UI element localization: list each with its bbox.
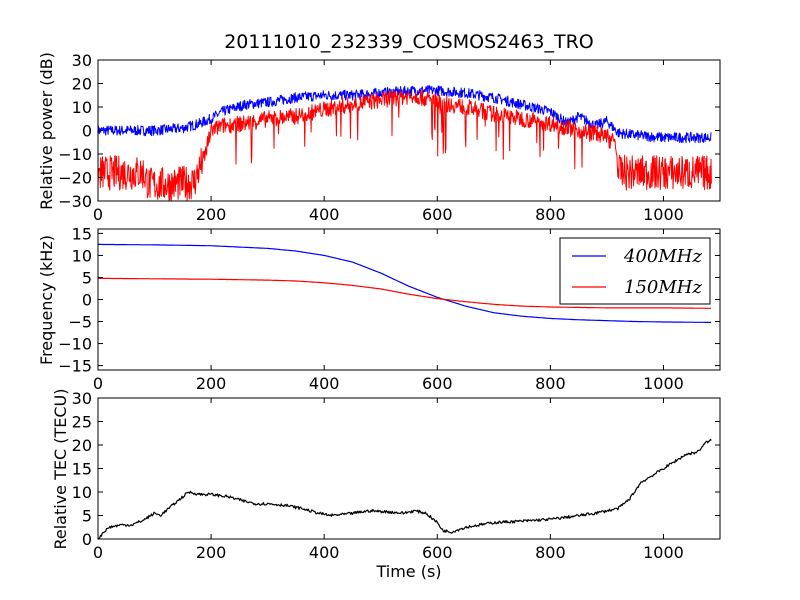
y-tick-label: 15 [72,460,92,479]
x-tick-label: 600 [422,205,453,224]
panel2-ylabel: Frequency (kHz) [37,235,56,365]
x-tick-label: 800 [535,205,566,224]
x-tick-label: 200 [196,205,227,224]
panel3-ylabel: Relative TEC (TECU) [51,389,70,550]
y-tick-label: 5 [82,268,92,287]
x-tick-label: 800 [535,543,566,562]
y-tick-label: −5 [68,313,92,332]
legend-label-150mhz: 150MHz [624,277,702,298]
y-tick-label: −10 [58,145,92,164]
x-tick-label: 600 [422,543,453,562]
y-tick-label: 20 [72,75,92,94]
legend-label-400mhz: 400MHz [623,246,702,267]
panel2-frame [97,228,721,371]
y-tick-label: 0 [82,291,92,310]
y-tick-label: 20 [72,436,92,455]
panel1-ylabel: Relative power (dB) [37,52,56,210]
series-line-400mhz [98,243,711,323]
y-tick-label: 30 [72,389,92,408]
panel-frequency: Frequency (kHz) 0 200 400 600 800 1000151050−… [37,224,721,393]
x-tick-label: 1000 [643,205,684,224]
x-tick-label: 0 [93,374,103,393]
x-tick-label: 0 [93,205,103,224]
x-tick-label: 1000 [643,374,684,393]
series-line-150mhz [98,277,711,309]
legend-box [559,237,711,305]
panel2-ticks: 0 200 400 600 800 1000 15 10 5 0 −5 −10 −15 [58,224,720,393]
y-tick-label: 5 [82,507,92,526]
series-line-1 [97,88,712,202]
y-tick-label: 25 [72,413,92,432]
panel1-frame [97,59,721,202]
panel1-series [97,85,712,202]
figure-title: 20111010_232339_COSMOS2463_TRO [224,31,594,53]
x-tick-label: 0 [93,543,103,562]
x-tick-label: 200 [196,543,227,562]
panel-relative-tec: Relative TEC (TECU) 0 200 400 600 800 1000302… [51,389,721,581]
x-tick-label: 1000 [643,543,684,562]
panel3-xlabel: Time (s) [375,562,441,581]
y-tick-label: 10 [72,98,92,117]
legend: 400MHz 150MHz [559,237,711,305]
y-tick-label: 10 [72,483,92,502]
panel1-ticks: 0 200 400 600 800 1000 30 20 10 0 −10 −20 −30 [58,51,720,224]
x-tick-label: 800 [535,374,566,393]
y-tick-label: −10 [58,335,92,354]
y-tick-label: −15 [58,357,92,376]
series-line-0 [97,85,712,144]
y-tick-label: 0 [82,530,92,549]
y-tick-label: 10 [72,246,92,265]
panel3-series [97,438,712,540]
y-tick-label: 15 [72,224,92,243]
x-tick-label: 600 [422,374,453,393]
y-tick-label: −20 [58,169,92,188]
panel-relative-power: Relative power (dB) 0 200 400 600 800 1000302… [37,51,721,224]
x-tick-label: 200 [196,374,227,393]
y-tick-label: 30 [72,51,92,70]
x-tick-label: 400 [309,205,340,224]
x-tick-label: 400 [309,374,340,393]
series-line-0 [97,438,712,540]
panel3-frame [97,397,721,540]
x-tick-label: 400 [309,543,340,562]
y-tick-label: −30 [58,192,92,211]
y-tick-label: 0 [82,122,92,141]
panel2-series [98,243,711,323]
